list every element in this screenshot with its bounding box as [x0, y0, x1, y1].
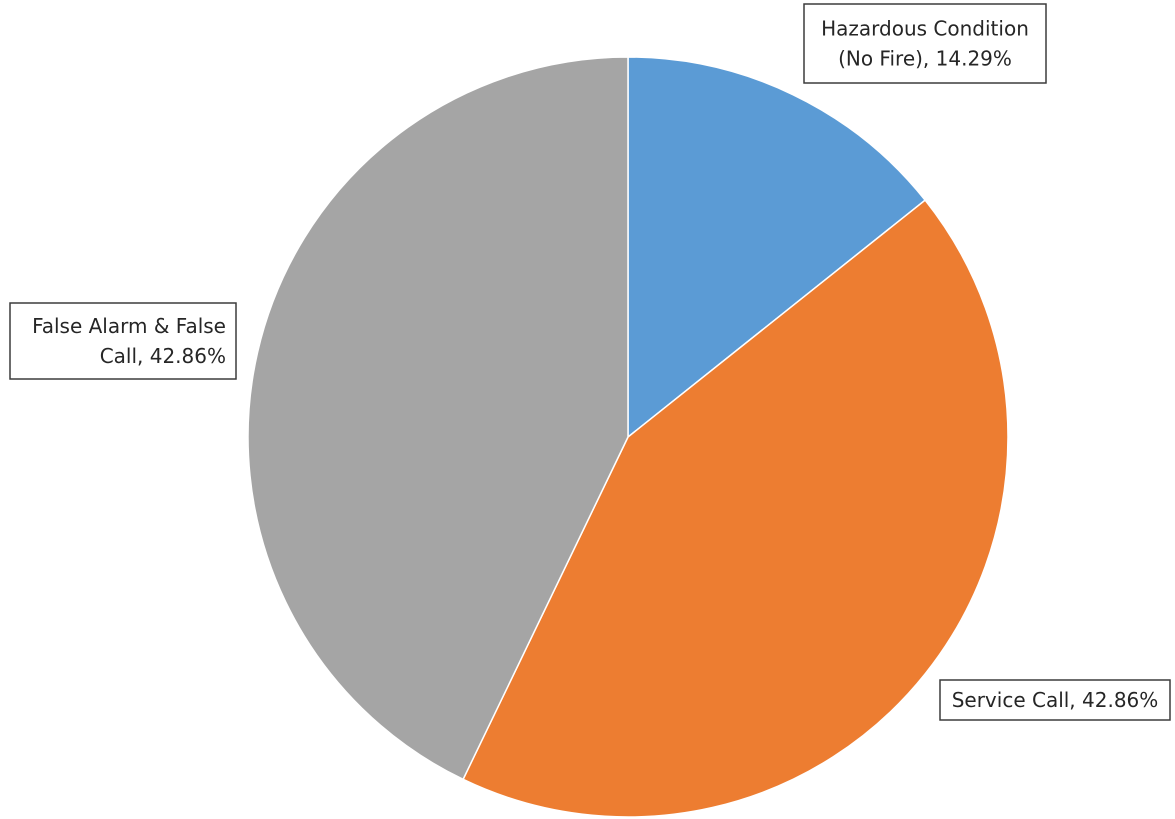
- data-label-text: Hazardous Condition: [821, 17, 1029, 41]
- data-label-text: Service Call, 42.86%: [952, 688, 1159, 712]
- data-label-text: Call, 42.86%: [100, 344, 226, 368]
- data-label-text: (No Fire), 14.29%: [838, 47, 1012, 71]
- pie-data-labels: Hazardous Condition (No Fire), 14.29% Serv…: [9, 3, 1171, 721]
- data-label-box: [803, 3, 1047, 84]
- pie-slice-false-alarm-false-call: [247, 56, 629, 781]
- pie-slice-hazardous-condition-no-fire: [627, 56, 927, 439]
- data-label-text: False Alarm & False: [32, 314, 226, 338]
- data-label-box: [939, 679, 1171, 721]
- data-label-service-call: Service Call, 42.86%: [939, 679, 1171, 721]
- pie-slice-service-call: [462, 199, 1009, 818]
- pie-slices: [247, 56, 1009, 818]
- data-label-hazardous-condition-no-fire: Hazardous Condition (No Fire), 14.29%: [803, 3, 1047, 84]
- data-label-false-alarm-false-call: False Alarm & False Call, 42.86%: [9, 302, 237, 380]
- data-label-box: [9, 302, 237, 380]
